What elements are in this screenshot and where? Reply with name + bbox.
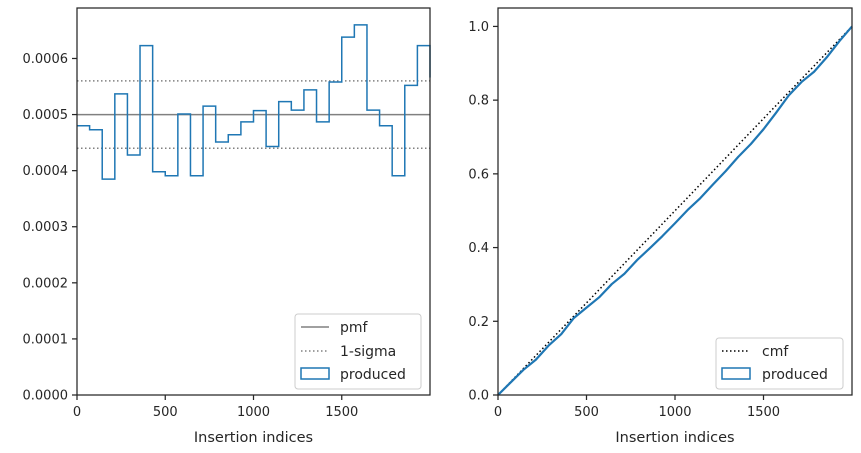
produced-cumulative-series [497,25,853,396]
right-y-ticks: 0.0 0.2 0.4 0.6 0.8 1.0 [468,20,498,404]
left-legend-box [294,313,422,390]
left-x-tick-label: 1000 [237,405,270,420]
left-y-ticks: 0.0000 0.0001 0.0002 0.0003 0.0004 0.0005 0.00… [23,52,77,404]
left-y-tick-label: 0.0004 [23,164,69,179]
left-x-tick-label: 0 [73,405,81,420]
right-legend: cmf produced [715,337,844,390]
legend-produced-swatch [300,367,330,380]
legend-produced-label: produced [340,367,406,383]
right-x-tick-label: 0 [494,405,502,420]
cmf-line [497,25,853,396]
left-plot-area [77,24,431,180]
right-x-axis-label: Insertion indices [615,430,734,446]
right-x-ticks: 0 500 1000 1500 [494,395,780,420]
right-chart: 0 500 1000 1500 0.0 0.2 0.4 0.6 0.8 1.0 Insertio… [468,7,853,446]
left-x-tick-label: 1500 [325,405,358,420]
legend-produced-label-right: produced [762,367,828,383]
left-x-tick-label: 500 [153,405,178,420]
right-y-tick-label: 0.8 [468,94,489,109]
left-y-tick-label: 0.0006 [23,52,69,67]
right-y-tick-label: 1.0 [468,20,489,35]
right-x-tick-label: 1500 [747,405,780,420]
produced-histogram-series [77,24,431,180]
left-legend: pmf 1-sigma produced [294,313,422,390]
right-axes-frame [497,7,853,396]
right-y-tick-label: 0.0 [468,389,489,404]
left-x-axis-label: Insertion indices [194,430,313,446]
right-y-tick-label: 0.2 [468,315,489,330]
right-y-tick-label: 0.4 [468,241,489,256]
right-legend-box [715,337,844,390]
legend-pmf-label: pmf [340,320,369,336]
right-plot-area [497,25,853,396]
legend-1-sigma-label: 1-sigma [340,344,396,360]
left-x-ticks: 0 500 1000 1500 [73,395,358,420]
right-x-tick-label: 500 [574,405,599,420]
left-y-tick-label: 0.0003 [23,220,69,235]
legend-produced-swatch-right [721,367,751,380]
left-y-tick-label: 0.0000 [23,389,69,404]
left-y-tick-label: 0.0002 [23,276,69,291]
left-y-tick-label: 0.0001 [23,332,69,347]
legend-cmf-label: cmf [762,344,789,360]
left-y-tick-label: 0.0005 [23,108,69,123]
right-x-tick-label: 1000 [658,405,691,420]
right-y-tick-label: 0.6 [468,167,489,182]
left-chart: 0 500 1000 1500 0.00000.00010.00020.00030.0… [23,7,431,446]
